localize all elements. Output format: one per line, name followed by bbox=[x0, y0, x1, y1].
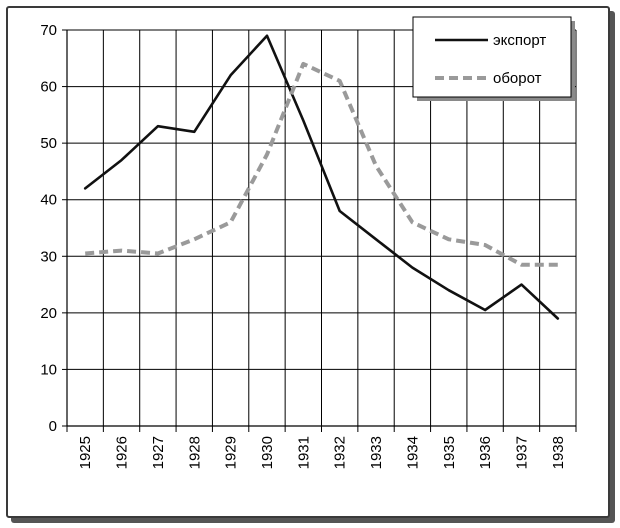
legend-box bbox=[412, 16, 572, 98]
x-tick-label: 1935 bbox=[441, 436, 458, 469]
x-tick-label: 1931 bbox=[295, 436, 312, 469]
x-tick-label: 1929 bbox=[223, 436, 240, 469]
legend-label: экспорт bbox=[493, 32, 546, 49]
y-tick-label: 0 bbox=[49, 418, 57, 435]
y-tick-label: 60 bbox=[40, 79, 57, 96]
y-tick-label: 40 bbox=[40, 192, 57, 209]
x-tick-label: 1927 bbox=[150, 436, 167, 469]
x-tick-label: 1928 bbox=[186, 436, 203, 469]
legend-label: оборот bbox=[493, 70, 542, 87]
x-tick-label: 1930 bbox=[259, 436, 276, 469]
legend: экспорт оборот bbox=[412, 16, 575, 101]
x-tick-label: 1933 bbox=[368, 436, 385, 469]
y-tick-label: 70 bbox=[40, 22, 57, 39]
y-tick-label: 20 bbox=[40, 305, 57, 322]
x-tick-label: 1926 bbox=[114, 436, 131, 469]
series-lines bbox=[83, 34, 560, 320]
x-tick-label: 1937 bbox=[513, 436, 530, 469]
x-tick-label: 1934 bbox=[404, 436, 421, 469]
x-axis-tick-labels: 1925 1926 1927 1928 1929 1930 1931 1932 1933 1934… bbox=[77, 436, 567, 469]
y-tick-label: 50 bbox=[40, 135, 57, 152]
x-tick-label: 1932 bbox=[332, 436, 349, 469]
series-line-export bbox=[83, 34, 560, 320]
y-tick-label: 10 bbox=[40, 361, 57, 378]
y-tick-label: 30 bbox=[40, 248, 57, 265]
x-tick-label: 1936 bbox=[477, 436, 494, 469]
y-axis-tick-labels: 0 10 20 30 40 50 60 70 bbox=[40, 22, 57, 435]
x-tick-label: 1925 bbox=[77, 436, 94, 469]
x-tick-label: 1938 bbox=[550, 436, 567, 469]
